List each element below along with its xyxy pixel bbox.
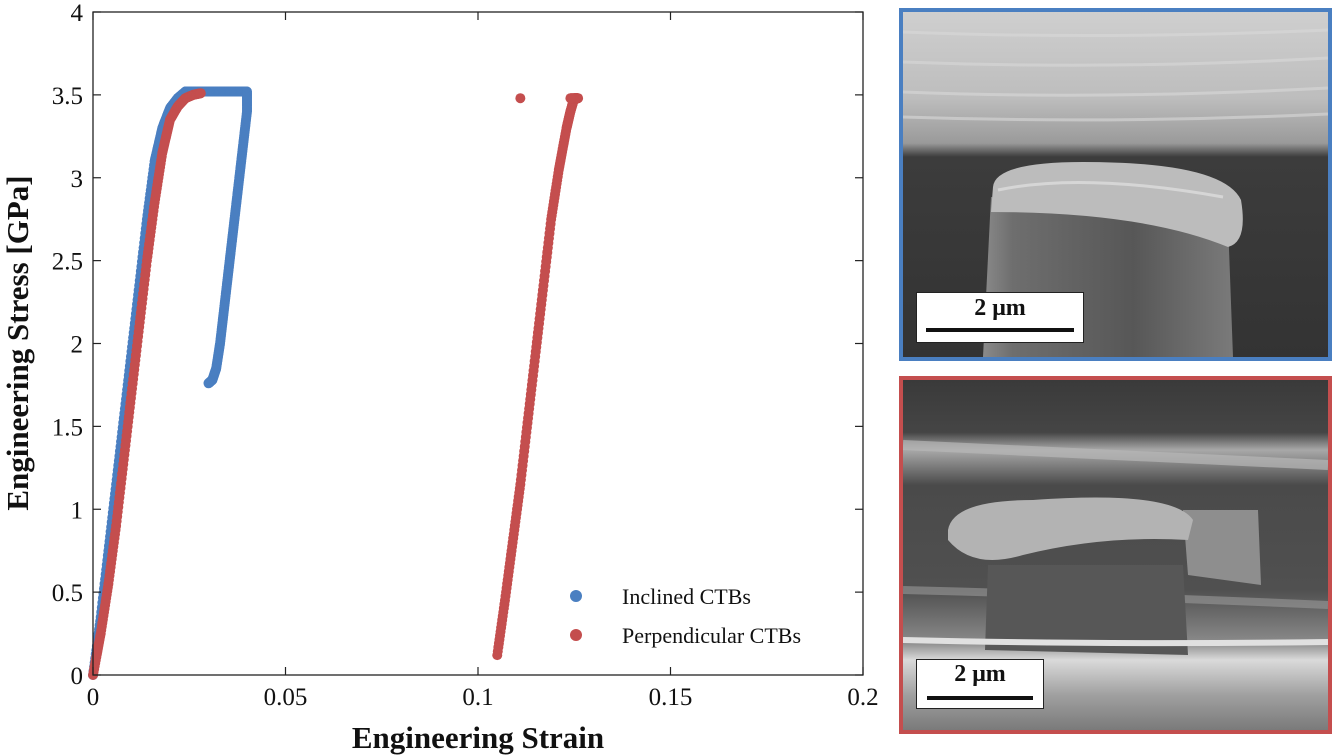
y-tick-label: 0.5 [52,580,83,607]
y-tick-label: 0 [71,663,84,690]
y-tick-labels: 0 0.5 1 1.5 2 2.5 3 3.5 4 [52,0,84,690]
y-tick-label: 1 [71,497,84,524]
legend-marker-perpendicular [570,629,582,641]
y-tick-label: 1.5 [52,414,83,441]
scale-bar-label-inclined: 2 μm [974,295,1026,321]
y-tick-label: 3 [71,166,84,193]
y-tick-label: 4 [71,0,84,27]
sem-image-perpendicular: 2 μm [899,376,1332,734]
x-tick-label: 0.05 [264,684,308,711]
x-tick-label: 0.15 [649,684,693,711]
stress-strain-chart: 0 0.05 0.1 0.15 0.2 0 0.5 1 1.5 2 2.5 3 3.5 4 Engine… [0,0,879,755]
scale-bar-perpendicular [927,696,1033,700]
plot-frame [92,11,864,676]
y-tick-label: 2.5 [52,249,83,276]
scale-bar-label-perpendicular: 2 μm [954,661,1006,687]
data-point [565,93,576,104]
micropillar-illustration-inclined [903,12,1328,357]
data-point [203,378,214,389]
x-tick-label: 0.1 [462,684,493,711]
scale-bar-box-inclined: 2 μm [916,292,1084,343]
x-tick-label: 0.2 [847,684,878,711]
series-inclined-ctbs [88,86,252,680]
x-axis-title: Engineering Strain [352,720,604,755]
x-tick-labels: 0 0.05 0.1 0.15 0.2 [87,684,879,711]
axis-ticks [92,11,864,676]
series-perpendicular-ctbs [88,88,584,680]
legend: Inclined CTBs Perpendicular CTBs [570,584,801,648]
legend-marker-inclined [570,590,582,602]
sem-image-inclined: 2 μm [899,8,1332,361]
scale-bar-inclined [926,328,1074,332]
legend-label-perpendicular: Perpendicular CTBs [622,623,801,648]
y-tick-label: 2 [71,332,84,359]
x-tick-label: 0 [87,684,100,711]
data-point [515,93,526,104]
legend-label-inclined: Inclined CTBs [622,584,751,609]
data-point [195,88,206,99]
scale-bar-box-perpendicular: 2 μm [916,659,1044,709]
y-axis-title: Engineering Stress [GPa] [0,175,35,510]
y-tick-label: 3.5 [52,83,83,110]
